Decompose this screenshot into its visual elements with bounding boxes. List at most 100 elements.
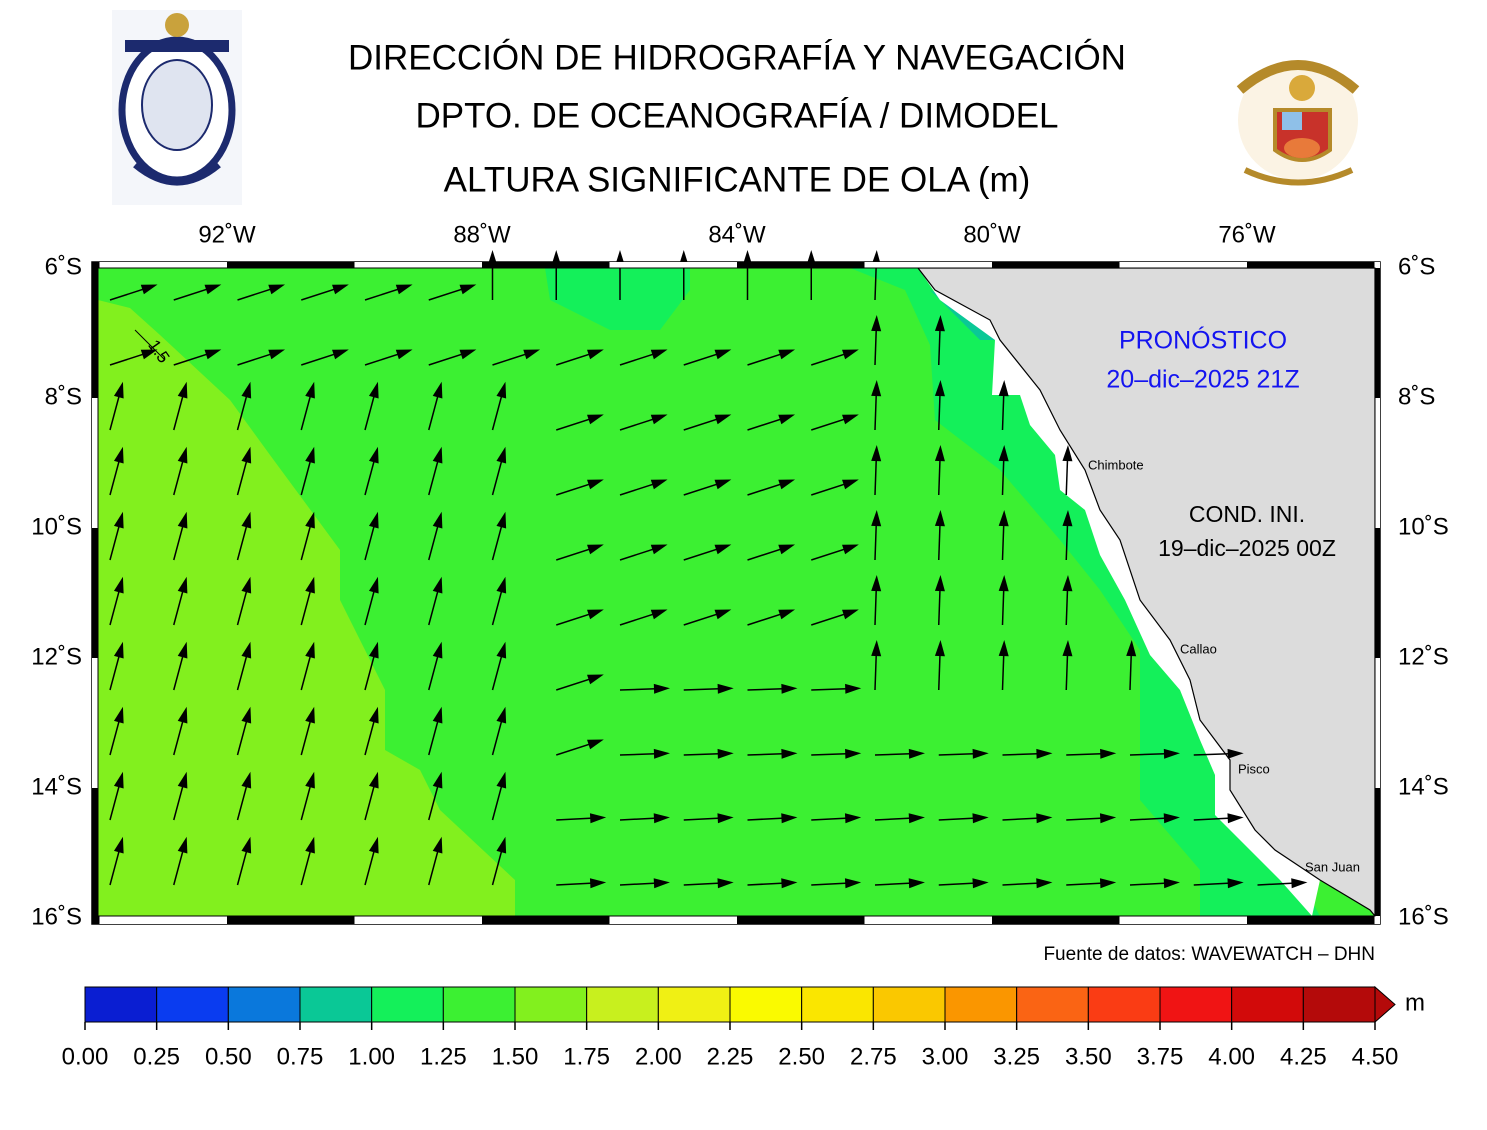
colorbar-tick-label: 2.00 [635,1043,682,1070]
wave-arrow-head [717,748,734,759]
wave-arrow-head [1099,878,1117,889]
wave-arrow-head [1062,575,1073,592]
wave-arrow-head [368,381,379,399]
wave-arrow-head [653,878,670,889]
wave-arrow-head [871,510,882,527]
wave-arrow-head [781,878,798,889]
wave-arrow-head [998,445,1009,462]
wave-arrow-head [781,813,798,824]
wave-arrow-head [650,349,668,360]
wave-arrow-head [871,445,882,462]
wave-arrow-head [241,836,252,854]
lat-label: 10˚S [1398,513,1449,540]
wave-arrow-head [845,748,862,759]
wave-arrow-head [844,813,862,824]
frame-bar [92,916,100,924]
logo-right [1236,60,1360,186]
wave-arrow-head [871,640,882,657]
wave-arrow-head [1227,748,1244,759]
colorbar-tick-label: 2.50 [778,1043,825,1070]
colorbar-tick-label: 0.25 [133,1043,180,1070]
title-line: ALTURA SIGNIFICANTE DE OLA (m) [444,160,1031,199]
wave-arrow-head [842,349,859,360]
wave-arrow-head [177,576,188,594]
colorbar-tick-label: 1.25 [420,1043,467,1070]
wave-arrow-head [714,544,732,555]
colorbar-swatch [944,986,1018,1023]
wave-arrow-head [653,813,670,824]
colorbar-swatch [514,986,588,1023]
wave-arrow-head [204,284,222,295]
wave-arrow-head [113,576,124,594]
wave-arrow-head [717,683,734,694]
colorbar-swatch [442,986,516,1023]
wave-arrow-head [934,575,945,592]
wave-arrow-head [496,706,507,724]
colorbar-swatch [1159,986,1233,1023]
wave-arrow-head [368,641,379,659]
wave-arrow-head [587,609,604,620]
wave-arrow-head [934,380,945,397]
wave-arrow-head [934,510,945,527]
wave-arrow-head [1163,878,1180,889]
wave-arrow-head [587,414,604,425]
wave-arrow-head [871,575,882,592]
source-note: Fuente de datos: WAVEWATCH – DHN [1043,944,1375,965]
lon-label: 80˚W [963,221,1021,248]
frame-bar [737,916,865,924]
wave-arrow-head [845,683,862,694]
wave-arrow-head [305,771,315,789]
wave-arrow-head [113,706,124,724]
wave-arrow-head [1062,510,1073,527]
lat-label: 6˚S [1398,253,1435,280]
frame-bar [609,916,737,924]
wave-arrow-head [714,414,732,425]
colorbar-swatch [872,986,946,1023]
colorbar-tick-label: 3.00 [922,1043,969,1070]
wave-arrow-head [1036,748,1053,759]
wave-arrow-head [368,576,379,594]
frame-bar [864,262,992,268]
lon-label: 84˚W [708,221,766,248]
map-frame [91,261,1381,925]
wave-arrow-head [972,813,989,824]
wave-arrow-head [934,445,945,462]
frame-bar [992,262,1120,268]
lat-label: 12˚S [31,643,82,670]
wave-arrow-head [496,381,507,399]
lon-label: 76˚W [1218,221,1276,248]
wave-arrow-head [177,771,188,789]
colorbar-swatch [84,986,158,1023]
colorbar-swatch [299,986,373,1023]
frame-bar [227,262,355,268]
wave-arrow-head [268,284,286,295]
wave-arrow-head [496,446,507,464]
forecast-label: PRONÓSTICO [1119,326,1287,355]
colorbar-tick-label: 2.75 [850,1043,897,1070]
wave-arrow-head [241,511,252,529]
wave-arrow-head [717,813,734,824]
wave-arrow-head [778,609,796,620]
wave-arrows [109,250,1308,889]
lat-label: 16˚S [31,903,82,930]
frame-bar [1375,658,1380,788]
wave-arrow-head [177,381,188,399]
colorbar-swatch [729,986,803,1023]
wave-arrow-head [177,836,188,854]
colorbar-swatch [227,986,301,1023]
wave-arrow-head [1291,878,1308,889]
wave-arrow-head [496,641,507,659]
colorbar-swatch [1231,986,1304,1023]
frame-bar [92,658,98,788]
forecast-date: 20–dic–2025 21Z [1106,366,1299,394]
frame-bar [1375,268,1380,398]
frame-bar [99,262,227,268]
frame-bar [609,262,737,268]
wave-arrow-head [587,479,604,490]
wave-arrow-head [1163,813,1180,824]
wave-arrow-head [432,641,443,659]
colorbar-tick-label: 0.00 [62,1043,109,1070]
frame-bar [1119,262,1247,268]
colorbar-swatch [1016,986,1089,1023]
initial-date: 19–dic–2025 00Z [1158,535,1336,561]
